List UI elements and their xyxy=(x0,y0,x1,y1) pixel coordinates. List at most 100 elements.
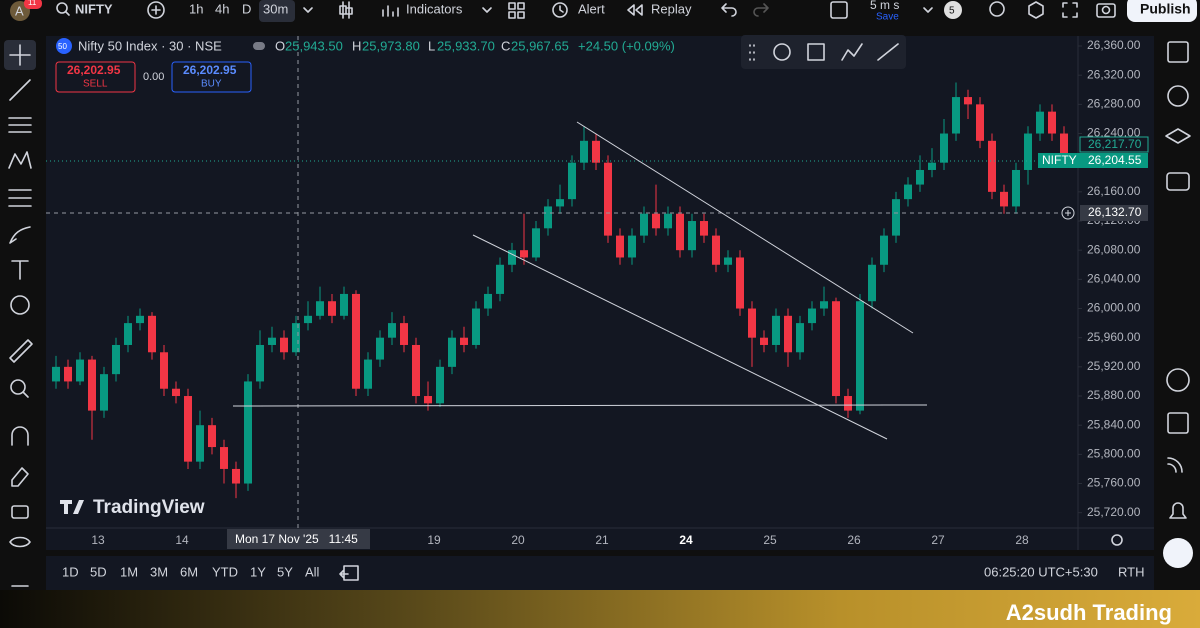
drag-handle[interactable] xyxy=(749,44,755,61)
publish-button[interactable] xyxy=(1127,0,1197,22)
legend-title: Nifty 50 Index · 30 · NSE xyxy=(78,38,222,53)
ruler-tool[interactable] xyxy=(9,339,33,363)
replay-icon[interactable] xyxy=(627,4,643,16)
fullscreen-icon[interactable] xyxy=(1062,2,1078,18)
range-button[interactable]: 6M xyxy=(180,564,198,579)
toolbar-icon[interactable] xyxy=(773,43,791,61)
lock-tool[interactable] xyxy=(11,505,29,519)
date-range-icon[interactable] xyxy=(339,565,359,581)
snapshot-icon[interactable] xyxy=(1096,3,1116,18)
toolbar-icon[interactable] xyxy=(841,43,863,61)
range-button[interactable]: 3M xyxy=(150,564,168,579)
candle-body xyxy=(640,213,648,236)
legend-toggle[interactable] xyxy=(253,42,265,50)
interval[interactable]: 30m xyxy=(263,1,288,16)
alert[interactable]: Alert xyxy=(578,1,605,16)
pattern-tool[interactable] xyxy=(8,151,32,169)
checkbox[interactable] xyxy=(830,1,848,19)
screener-icon[interactable] xyxy=(989,1,1005,17)
alerts-icon[interactable] xyxy=(1167,85,1189,107)
hide-tool[interactable] xyxy=(9,536,31,548)
save[interactable]: Save xyxy=(876,12,899,23)
axis-settings[interactable] xyxy=(1111,534,1123,546)
undo[interactable] xyxy=(721,3,737,17)
y-tick-label: 25,760.00 xyxy=(1087,476,1141,490)
candle-body xyxy=(496,264,504,294)
prediction-tool[interactable] xyxy=(8,189,32,207)
interval[interactable]: 4h xyxy=(215,1,229,16)
candle-body xyxy=(124,323,132,345)
ohlc-value: 25,943.50 xyxy=(285,38,343,53)
range-button[interactable]: 1M xyxy=(120,564,138,579)
ideas-icon[interactable] xyxy=(1166,368,1190,392)
text-tool[interactable] xyxy=(11,260,29,280)
replay[interactable]: Replay xyxy=(651,1,692,16)
symbol[interactable]: NIFTY xyxy=(75,1,113,16)
settings-icon[interactable] xyxy=(1028,1,1044,19)
candle-body xyxy=(1060,133,1068,160)
y-tick-label: 25,920.00 xyxy=(1087,359,1141,373)
cursor-price-box xyxy=(1080,205,1148,221)
candle-body xyxy=(532,228,540,258)
range-button[interactable]: 1Y xyxy=(250,564,266,579)
icon-tool[interactable] xyxy=(10,295,30,315)
candle-body xyxy=(424,396,432,404)
range-button[interactable]: 5Y xyxy=(277,564,293,579)
range-selector: 1D 5D 1M 3M 6M YTD 1Y 5Y All xyxy=(62,564,320,579)
apps-button[interactable] xyxy=(1163,538,1193,568)
left-toolbar xyxy=(4,40,36,587)
data-window-icon[interactable] xyxy=(1165,128,1191,144)
x-tick-label: 14 xyxy=(175,533,189,547)
crosshair-tool[interactable] xyxy=(9,44,31,66)
count-badge[interactable] xyxy=(944,1,962,19)
range-button[interactable]: 1D xyxy=(62,564,79,579)
top-bar: A 11 NIFTY 1h 4h D 30m Indicators Alert … xyxy=(10,0,1197,23)
interval[interactable]: 1h xyxy=(189,1,203,16)
indicators-icon[interactable] xyxy=(382,5,399,17)
chart-type-icon[interactable] xyxy=(339,1,353,19)
add-symbol[interactable] xyxy=(147,1,165,19)
fib-tool[interactable] xyxy=(8,117,32,133)
chevron[interactable] xyxy=(923,7,933,13)
ohlc-value: 25,973.80 xyxy=(362,38,420,53)
search-icon[interactable] xyxy=(56,2,68,14)
redo[interactable] xyxy=(753,3,769,17)
notifications-icon[interactable] xyxy=(1169,502,1187,519)
range-button[interactable]: 5D xyxy=(90,564,107,579)
buy-button[interactable] xyxy=(171,61,252,93)
toolbar-icon[interactable] xyxy=(807,43,825,61)
speed: 5 m s xyxy=(870,0,899,12)
symbol-label-box xyxy=(1038,153,1080,168)
lock-drawing-tool[interactable] xyxy=(11,467,29,487)
candle-body xyxy=(796,323,804,353)
candle-body xyxy=(436,366,444,404)
watermark: TradingView xyxy=(93,497,205,518)
y-tick-label: 26,280.00 xyxy=(1087,97,1141,111)
candle-body xyxy=(964,97,972,105)
y-tick-label: 26,240.00 xyxy=(1087,126,1141,140)
brush-tool[interactable] xyxy=(9,226,31,244)
news-icon[interactable] xyxy=(1167,457,1183,473)
magnet-tool[interactable] xyxy=(11,426,29,446)
watchlist-icon[interactable] xyxy=(1167,41,1189,63)
session[interactable]: RTH xyxy=(1118,564,1144,579)
trendline-upper[interactable] xyxy=(576,121,914,334)
chat-icon[interactable] xyxy=(1166,172,1190,191)
zoom-tool[interactable] xyxy=(10,379,26,395)
calendar-icon[interactable] xyxy=(1167,412,1189,434)
indicators[interactable]: Indicators xyxy=(406,1,463,16)
toolbar-icon[interactable] xyxy=(877,43,899,61)
layouts-icon[interactable] xyxy=(508,2,525,19)
interval[interactable]: D xyxy=(242,1,251,16)
sell-button[interactable] xyxy=(55,61,136,93)
range-button[interactable]: YTD xyxy=(212,564,238,579)
chevron[interactable] xyxy=(303,7,313,13)
change: +24.50 (+0.09%) xyxy=(578,38,675,53)
candle-body xyxy=(64,366,72,382)
chevron[interactable] xyxy=(482,7,492,13)
line-tool[interactable] xyxy=(9,79,31,101)
alert-icon[interactable] xyxy=(552,2,568,18)
range-button[interactable]: All xyxy=(305,564,320,579)
support-line[interactable] xyxy=(232,404,928,407)
